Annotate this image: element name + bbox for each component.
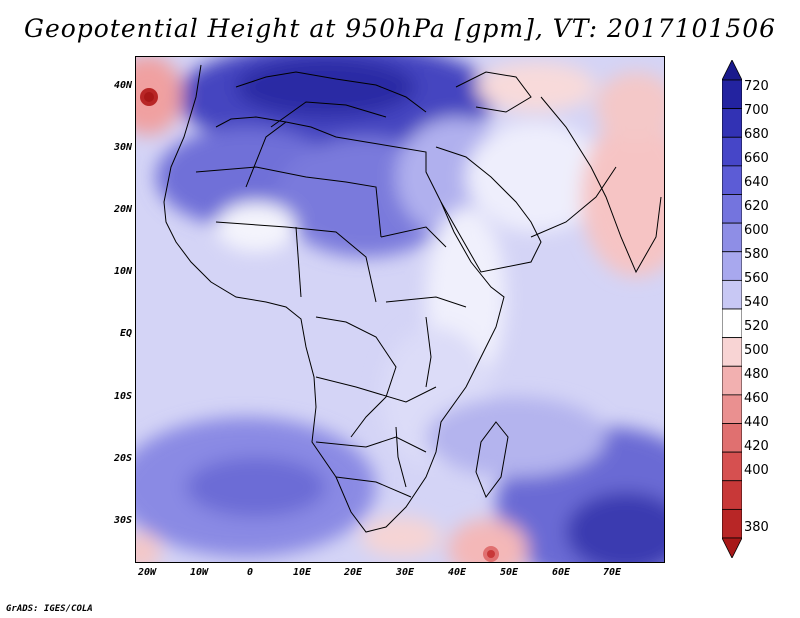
- colorbar-label: 380: [744, 520, 769, 535]
- colorbar-label: 680: [744, 127, 769, 142]
- colorbar-segment: [722, 451, 742, 482]
- colorbar-label: 560: [744, 271, 769, 286]
- lat-label: EQ: [119, 328, 132, 339]
- colorbar-segment: [722, 136, 742, 167]
- colorbar-label: 600: [744, 223, 769, 238]
- colorbar-segment: [722, 365, 742, 396]
- colorbar-label: 420: [744, 439, 769, 454]
- lon-label: 20W: [137, 567, 157, 578]
- colorbar-label: 500: [744, 343, 769, 358]
- lon-label: 40E: [447, 567, 467, 578]
- colorbar-segment: [722, 423, 742, 453]
- lat-label: 10S: [113, 391, 132, 402]
- lon-label: 50E: [499, 567, 519, 578]
- lat-label: 30S: [113, 515, 132, 526]
- colorbar-label: 540: [744, 295, 769, 310]
- lon-label: 10E: [292, 567, 312, 578]
- map-panel[interactable]: [135, 56, 665, 563]
- colorbar-bottom-arrow: [722, 537, 742, 558]
- lat-label: 40N: [113, 80, 132, 91]
- credit-text: GrADS: IGES/COLA: [6, 604, 93, 614]
- colorbar-segment: [722, 165, 742, 195]
- colorbar-segment: [722, 480, 742, 510]
- colorbar-segment: [722, 108, 742, 138]
- colorbar-segment: [722, 194, 742, 224]
- lon-label: 10W: [189, 567, 209, 578]
- colorbar-label: 720: [744, 79, 769, 94]
- colorbar-label: 480: [744, 367, 769, 382]
- colorbar-segment: [722, 337, 742, 367]
- colorbar-label: 440: [744, 415, 769, 430]
- colorbar-label: 640: [744, 175, 769, 190]
- lat-label: 10N: [113, 266, 132, 277]
- lat-label: 20N: [113, 204, 132, 215]
- lon-label: 20E: [343, 567, 363, 578]
- colorbar-label: 400: [744, 463, 769, 478]
- chart-title: Geopotential Height at 950hPa [gpm], VT:…: [23, 14, 777, 43]
- colorbar-segment: [722, 508, 742, 539]
- colorbar-label: 700: [744, 103, 769, 118]
- colorbar-label: 580: [744, 247, 769, 262]
- colorbar-top-arrow: [722, 60, 742, 81]
- lon-label: 60E: [551, 567, 571, 578]
- lat-label: 30N: [113, 142, 132, 153]
- colorbar-segment: [722, 308, 742, 339]
- map-field: [136, 57, 664, 562]
- colorbar-label: 660: [744, 151, 769, 166]
- colorbar-segment: [722, 279, 742, 310]
- colorbar-segment: [722, 79, 742, 110]
- colorbar-label: 460: [744, 391, 769, 406]
- coastlines: [163, 64, 662, 533]
- lon-label: 0: [246, 567, 254, 578]
- lon-label: 30E: [395, 567, 415, 578]
- lat-label: 20S: [113, 453, 132, 464]
- colorbar-segment: [722, 251, 742, 281]
- colorbar-segment: [722, 222, 742, 253]
- colorbar-label: 520: [744, 319, 769, 334]
- colorbar: [722, 60, 742, 558]
- colorbar-label: 620: [744, 199, 769, 214]
- colorbar-segment: [722, 394, 742, 424]
- lon-label: 70E: [602, 567, 622, 578]
